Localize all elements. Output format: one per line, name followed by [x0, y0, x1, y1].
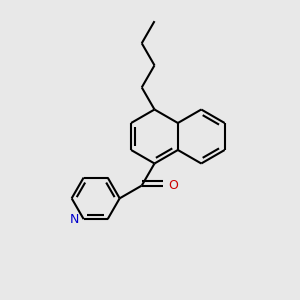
Text: O: O [168, 179, 178, 192]
Text: N: N [70, 213, 79, 226]
